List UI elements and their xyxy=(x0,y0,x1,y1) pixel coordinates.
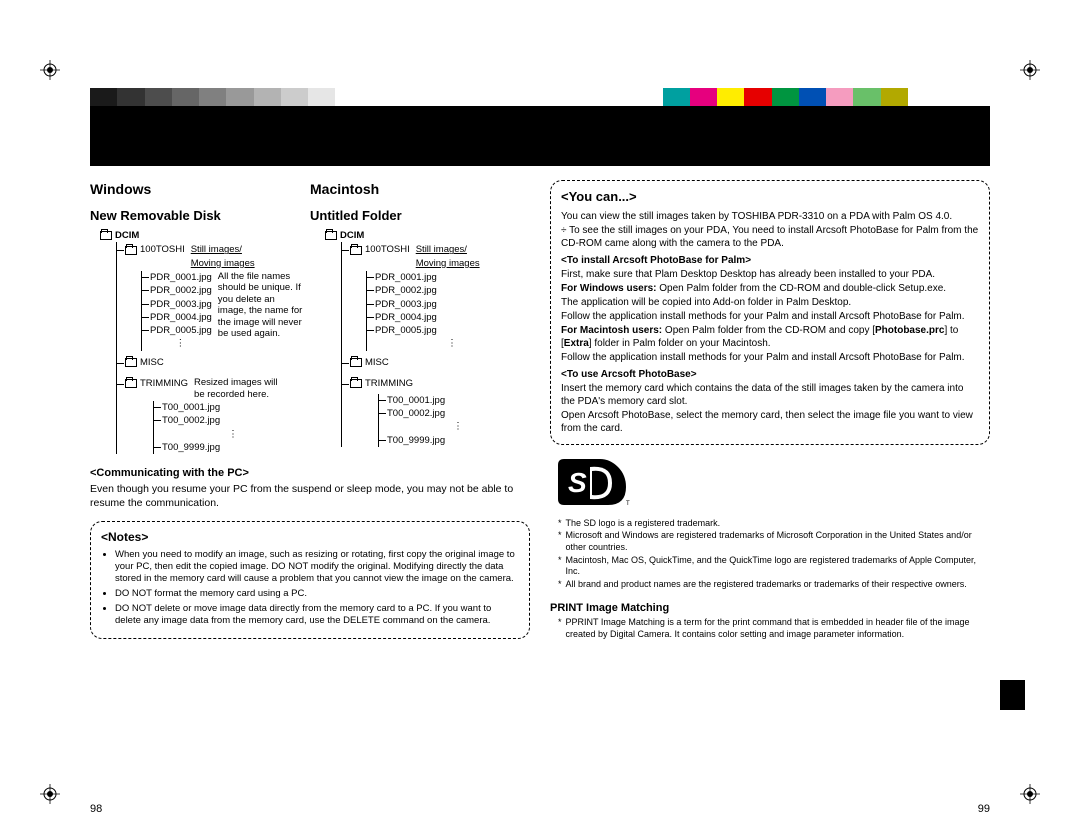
file-list: PDR_0001.jpg PDR_0002.jpg PDR_0003.jpg P… xyxy=(141,271,212,351)
folder-icon xyxy=(125,379,137,388)
registration-mark-tr xyxy=(1020,60,1040,80)
file-list: PDR_0001.jpg PDR_0002.jpg PDR_0003.jpg P… xyxy=(366,271,530,351)
file-item: T00_0002.jpg xyxy=(387,407,530,420)
body-text: Open Arcsoft PhotoBase, select the memor… xyxy=(561,409,979,435)
body-text: Follow the application install methods f… xyxy=(561,310,979,323)
folder-icon xyxy=(125,358,137,367)
note-item: DO NOT format the memory card using a PC… xyxy=(115,588,519,600)
folder-tree-windows: DCIM 100TOSHI Still images/ Moving image… xyxy=(90,229,305,454)
folder-misc: MISC xyxy=(140,356,164,369)
folder-tree-macintosh: DCIM 100TOSHI Still images/ Moving image… xyxy=(315,229,530,447)
file-item: T00_0002.jpg xyxy=(162,414,305,427)
subhead-install: <To install Arcsoft PhotoBase for Palm> xyxy=(561,254,979,267)
ellipsis-icon: ⋮ xyxy=(375,337,530,350)
heading-communicating: <Communicating with the PC> xyxy=(90,466,530,480)
page-number-left: 98 xyxy=(90,802,102,816)
text-communicating: Even though you resume your PC from the … xyxy=(90,483,530,510)
note-filenames: All the file names should be unique. If … xyxy=(218,271,305,351)
file-item: PDR_0001.jpg xyxy=(375,271,530,284)
file-item: PDR_0003.jpg xyxy=(150,298,212,311)
folder-trimming: TRIMMING xyxy=(365,377,413,390)
note-item: DO NOT delete or move image data directl… xyxy=(115,603,519,627)
file-item: PDR_0004.jpg xyxy=(150,311,212,324)
edge-tab-marker xyxy=(1000,680,1025,710)
svg-text:TM: TM xyxy=(626,501,630,507)
color-calibration-bar xyxy=(90,88,990,106)
body-text: ÷ To see the still images on your PDA, Y… xyxy=(561,224,979,250)
page-right: <You can...> You can view the still imag… xyxy=(550,180,990,814)
body-text: Insert the memory card which contains th… xyxy=(561,382,979,408)
body-text: PPRINT Image Matching is a term for the … xyxy=(566,617,990,640)
body-text: You can view the still images taken by T… xyxy=(561,210,979,223)
heading-windows: Windows xyxy=(90,180,310,198)
notes-box: <Notes> When you need to modify an image… xyxy=(90,521,530,639)
file-item: T00_9999.jpg xyxy=(387,434,530,447)
note-item: When you need to modify an image, such a… xyxy=(115,549,519,585)
body-text: For Macintosh users: Open Palm folder fr… xyxy=(561,324,979,350)
file-item: PDR_0002.jpg xyxy=(150,284,212,297)
page-number-right: 99 xyxy=(978,802,990,816)
heading-youcan: <You can...> xyxy=(561,189,979,206)
footnote-item: Macintosh, Mac OS, QuickTime, and the Qu… xyxy=(566,555,990,578)
folder-icon xyxy=(125,246,137,255)
file-item: PDR_0005.jpg xyxy=(150,324,212,337)
folder-trimming: TRIMMING xyxy=(140,377,188,390)
black-header-bar xyxy=(90,106,990,166)
file-item: T00_0001.jpg xyxy=(387,394,530,407)
body-text: Follow the application install methods f… xyxy=(561,351,979,364)
folder-dcim: DCIM xyxy=(115,229,139,242)
svg-text:S: S xyxy=(568,467,587,498)
footnote-item: Microsoft and Windows are registered tra… xyxy=(566,530,990,553)
folder-icon xyxy=(350,358,362,367)
subhead-removable-disk: New Removable Disk xyxy=(90,208,310,225)
folder-icon xyxy=(100,231,112,240)
label-still-images: Still images/ Moving images xyxy=(191,243,255,270)
ellipsis-icon: ⋮ xyxy=(387,420,530,433)
footnotes-list: *The SD logo is a registered trademark. … xyxy=(558,518,990,591)
subhead-untitled-folder: Untitled Folder xyxy=(310,208,530,225)
ellipsis-icon: ⋮ xyxy=(162,428,305,441)
registration-mark-bl xyxy=(40,784,60,804)
registration-mark-tl xyxy=(40,60,60,80)
file-item: PDR_0001.jpg xyxy=(150,271,212,284)
folder-misc: MISC xyxy=(365,356,389,369)
heading-print-matching: PRINT Image Matching xyxy=(550,601,990,615)
registration-mark-br xyxy=(1020,784,1040,804)
folder-icon xyxy=(350,379,362,388)
footnote-item: All brand and product names are the regi… xyxy=(566,579,967,591)
youcan-box: <You can...> You can view the still imag… xyxy=(550,180,990,445)
notes-list: When you need to modify an image, such a… xyxy=(115,549,519,626)
sd-logo-icon: S TM xyxy=(550,457,990,512)
heading-macintosh: Macintosh xyxy=(310,180,530,198)
folder-100toshi: 100TOSHI xyxy=(365,243,410,256)
ellipsis-icon: ⋮ xyxy=(150,337,212,350)
label-still-images: Still images/ Moving images xyxy=(416,243,480,270)
body-text: First, make sure that Plam Desktop Deskt… xyxy=(561,268,979,281)
footnote-item: The SD logo is a registered trademark. xyxy=(566,518,721,530)
folder-icon xyxy=(350,246,362,255)
file-item: PDR_0003.jpg xyxy=(375,298,530,311)
label-mac-users: For Macintosh users: xyxy=(561,325,662,336)
folder-icon xyxy=(325,231,337,240)
note-trimming: Resized images will be recorded here. xyxy=(194,377,289,400)
heading-notes: <Notes> xyxy=(101,530,519,546)
subhead-use: <To use Arcsoft PhotoBase> xyxy=(561,368,979,381)
body-text: The application will be copied into Add-… xyxy=(561,296,979,309)
body-text: For Windows users: Open Palm folder from… xyxy=(561,282,979,295)
page-left: Windows Macintosh New Removable Disk Unt… xyxy=(90,180,530,814)
file-item: T00_9999.jpg xyxy=(162,441,305,454)
folder-dcim: DCIM xyxy=(340,229,364,242)
file-item: T00_0001.jpg xyxy=(162,401,305,414)
folder-100toshi: 100TOSHI xyxy=(140,243,185,256)
file-item: PDR_0005.jpg xyxy=(375,324,530,337)
file-item: PDR_0004.jpg xyxy=(375,311,530,324)
label-windows-users: For Windows users: xyxy=(561,283,656,294)
file-item: PDR_0002.jpg xyxy=(375,284,530,297)
